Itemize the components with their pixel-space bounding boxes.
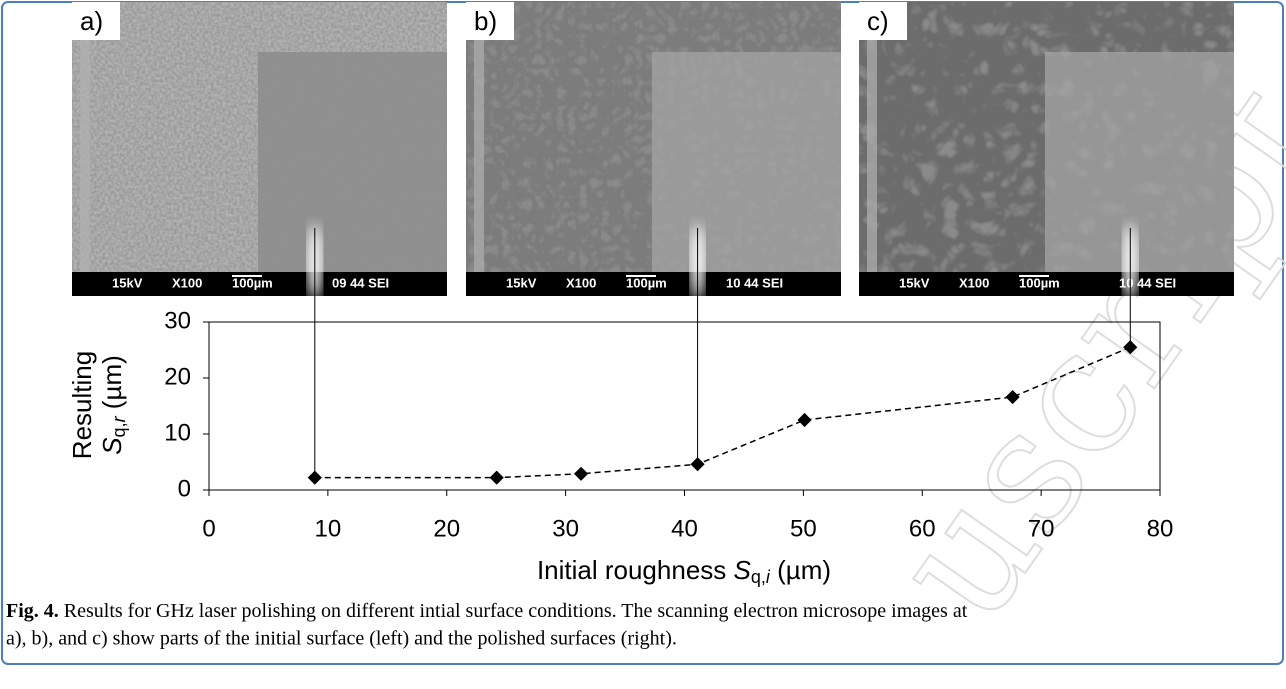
footer-text: 15kV <box>899 275 930 290</box>
footer-text: 15kV <box>112 275 143 290</box>
x-tick-label: 0 <box>202 515 215 542</box>
polished-area <box>258 52 447 272</box>
polished-area <box>652 52 841 272</box>
label-sub: q, <box>109 422 129 437</box>
y-tick-label: 10 <box>164 419 191 446</box>
label-sub-italic: i <box>766 567 771 587</box>
sem-image: 15kV X100 100µm 10 44 SEI b) <box>466 2 841 296</box>
x-axis-label: Initial roughness Sq,i (µm) <box>537 555 831 587</box>
footer-text: 15kV <box>506 275 537 290</box>
y-tick-label: 20 <box>164 363 191 390</box>
point <box>1005 389 1020 405</box>
panel-label: a) <box>80 6 103 36</box>
point <box>1123 340 1138 355</box>
label-sub-italic: r <box>109 415 129 422</box>
y-axis-label: Sq,r (µm) <box>97 355 129 455</box>
y-tick-label: 30 <box>164 307 191 334</box>
caption-line: a), b), and c) show parts of the initial… <box>6 628 677 650</box>
point <box>574 466 589 481</box>
x-tick-label: 60 <box>909 515 936 542</box>
label-unit: (µm) <box>97 355 127 416</box>
label-box <box>72 2 120 40</box>
x-tick-label: 10 <box>315 515 342 542</box>
label-sub: q, <box>751 567 766 587</box>
x-tick-label: 20 <box>433 515 460 542</box>
point <box>797 412 812 428</box>
label-symbol: S <box>97 437 127 455</box>
y-tick-label: 0 <box>178 475 191 502</box>
x-tick-label: 80 <box>1147 515 1174 542</box>
polished-area <box>1045 52 1234 272</box>
footer-text: 100µm <box>1019 275 1060 290</box>
footer-text: X100 <box>566 275 596 290</box>
label-unit: (µm) <box>770 555 831 585</box>
point <box>489 470 504 485</box>
footer-text: 100µm <box>232 275 273 290</box>
caption-line: Fig. 4. Results for GHz laser polishing … <box>6 600 968 622</box>
x-tick-label: 50 <box>790 515 817 542</box>
panel-label: c) <box>867 6 889 36</box>
label-box <box>859 2 907 40</box>
point <box>690 457 705 472</box>
x-tick-label: 40 <box>671 515 698 542</box>
footer-text: 10 44 SEI <box>726 275 783 290</box>
footer-text: 100µm <box>626 275 667 290</box>
y-axis-label-line: Resulting <box>67 351 97 459</box>
point <box>307 470 322 485</box>
label-text: Initial roughness <box>537 555 734 585</box>
edge-strip <box>867 2 877 272</box>
label-symbol: S <box>734 555 752 585</box>
edge-strip <box>80 2 90 272</box>
footer-text: X100 <box>172 275 202 290</box>
x-tick-label: 30 <box>552 515 579 542</box>
panel-label: b) <box>474 6 497 36</box>
footer-text: X100 <box>959 275 989 290</box>
edge-strip <box>474 2 484 272</box>
footer-text: 09 44 SEI <box>332 275 389 290</box>
label-box <box>466 2 514 40</box>
sem-image: 15kV X100 100µm 09 44 SEI a) <box>72 2 447 296</box>
x-tick-label: 70 <box>1028 515 1055 542</box>
